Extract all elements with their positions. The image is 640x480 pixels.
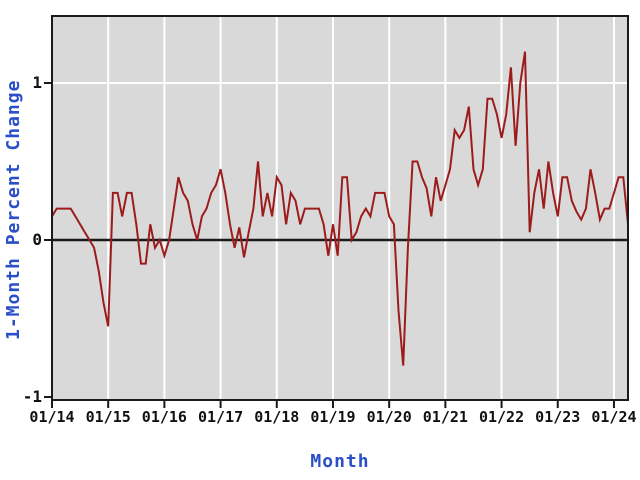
- y-axis-title: 1-Month Percent Change: [3, 79, 24, 340]
- x-tick-label: 01/23: [535, 408, 581, 426]
- x-tick-label: 01/22: [478, 408, 525, 426]
- x-tick-label: 01/14: [29, 408, 75, 426]
- y-tick-label: 1: [32, 73, 42, 92]
- x-tick-label: 01/19: [310, 408, 356, 426]
- y-tick-label: -1: [22, 387, 42, 406]
- x-tick-label: 01/20: [366, 408, 412, 426]
- x-tick-label: 01/18: [254, 408, 300, 426]
- x-tick-label: 01/16: [141, 408, 187, 426]
- x-tick-label: 01/21: [422, 408, 468, 426]
- y-tick-label: 0: [32, 230, 42, 249]
- x-tick-label: 01/17: [198, 408, 244, 426]
- x-tick-label: 01/15: [85, 408, 131, 426]
- x-tick-label: 01/24: [591, 408, 637, 426]
- x-axis-title: Month: [310, 451, 370, 472]
